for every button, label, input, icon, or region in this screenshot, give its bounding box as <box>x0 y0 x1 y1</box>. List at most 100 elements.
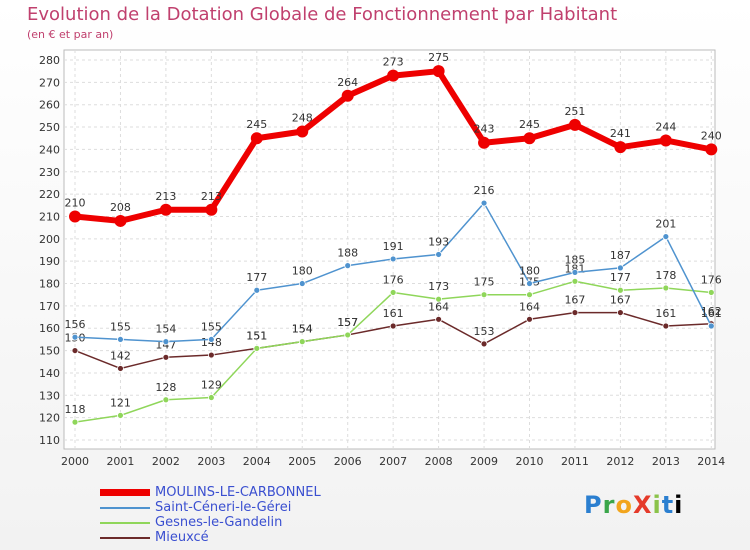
data-label: 161 <box>655 307 676 320</box>
data-point <box>117 336 124 343</box>
plot-area <box>63 49 716 450</box>
data-point <box>162 338 170 346</box>
legend-swatch <box>100 489 150 496</box>
y-tick-label: 260 <box>39 99 60 112</box>
data-label: 188 <box>337 247 358 260</box>
x-tick-label: 2004 <box>243 455 271 468</box>
data-label: 157 <box>337 316 358 329</box>
data-label: 245 <box>246 118 267 131</box>
data-point <box>250 132 263 145</box>
data-label: 121 <box>110 396 131 409</box>
data-point <box>114 214 127 227</box>
data-label: 167 <box>610 294 631 307</box>
data-point <box>344 262 352 270</box>
data-point <box>432 65 445 78</box>
data-label: 154 <box>292 323 313 336</box>
data-label: 193 <box>428 235 449 248</box>
data-label: 251 <box>564 105 585 118</box>
data-point <box>526 280 533 287</box>
data-label: 213 <box>201 190 222 203</box>
legend: MOULINS-LE-CARBONNEL Saint-Céneri-le-Gére… <box>100 485 321 545</box>
data-point <box>707 289 715 296</box>
data-point <box>705 143 718 156</box>
data-point <box>298 280 306 287</box>
data-point <box>298 338 306 346</box>
data-label: 177 <box>246 271 267 284</box>
y-tick-label: 120 <box>39 412 60 425</box>
data-point <box>117 365 124 372</box>
chart-subtitle: (en € et par an) <box>27 28 114 41</box>
data-point <box>389 289 397 296</box>
data-label: 210 <box>65 196 86 209</box>
data-label: 241 <box>610 127 631 140</box>
legend-item: MOULINS-LE-CARBONNEL <box>100 485 321 500</box>
data-point <box>617 309 624 316</box>
y-tick-label: 190 <box>39 255 60 268</box>
data-point <box>614 141 627 154</box>
data-point <box>659 134 672 147</box>
y-tick-label: 270 <box>39 76 60 89</box>
data-point <box>617 286 624 294</box>
legend-item: Mieuxcé <box>100 530 321 545</box>
data-label: 187 <box>610 249 631 262</box>
data-label: 243 <box>474 123 495 136</box>
data-point <box>571 268 579 276</box>
data-label: 177 <box>610 271 631 284</box>
data-label: 191 <box>383 240 404 253</box>
data-label: 164 <box>428 300 449 313</box>
data-point <box>389 255 397 263</box>
data-point <box>253 286 261 294</box>
x-tick-label: 2006 <box>334 455 362 468</box>
x-tick-label: 2009 <box>470 455 498 468</box>
y-tick-label: 200 <box>39 233 60 246</box>
data-label: 180 <box>292 265 313 278</box>
x-tick-label: 2012 <box>606 455 634 468</box>
data-point <box>207 336 215 343</box>
data-point <box>207 351 215 359</box>
data-point <box>707 322 715 330</box>
data-point <box>162 353 170 361</box>
data-label: 151 <box>246 329 267 342</box>
data-point <box>389 322 397 330</box>
x-tick-label: 2011 <box>561 455 589 468</box>
data-point <box>205 203 218 216</box>
data-label: 178 <box>655 269 676 282</box>
data-point <box>253 344 261 352</box>
y-tick-label: 250 <box>39 121 60 134</box>
data-point <box>387 69 400 82</box>
data-point <box>69 210 81 223</box>
data-point <box>71 333 79 341</box>
x-tick-label: 2007 <box>379 455 407 468</box>
data-label: 151 <box>246 329 267 342</box>
data-label: 155 <box>201 320 222 333</box>
x-tick-label: 2010 <box>516 455 544 468</box>
data-label: 264 <box>337 76 358 89</box>
data-label: 142 <box>110 349 131 362</box>
data-label: 180 <box>519 265 540 278</box>
data-point <box>341 89 354 102</box>
data-label: 213 <box>155 190 176 203</box>
data-label: 154 <box>292 323 313 336</box>
x-tick-label: 2001 <box>106 455 134 468</box>
y-tick-label: 230 <box>39 166 60 179</box>
data-label: 154 <box>155 323 176 336</box>
y-tick-label: 150 <box>39 345 60 358</box>
data-label: 153 <box>474 325 495 338</box>
data-label: 128 <box>155 381 176 394</box>
legend-item: Saint-Céneri-le-Gérei <box>100 500 321 515</box>
x-tick-label: 2005 <box>288 455 316 468</box>
data-point <box>571 309 579 316</box>
data-point <box>480 340 488 348</box>
x-tick-label: 2013 <box>652 455 680 468</box>
data-point <box>159 203 172 216</box>
data-point <box>662 233 670 240</box>
proxiti-logo: ProXiti <box>584 491 684 519</box>
data-point <box>526 315 533 323</box>
data-label: 156 <box>65 318 86 331</box>
y-tick-label: 170 <box>39 300 60 313</box>
x-tick-label: 2003 <box>197 455 225 468</box>
data-point <box>162 396 170 404</box>
data-point <box>523 132 536 145</box>
data-point <box>435 295 443 303</box>
